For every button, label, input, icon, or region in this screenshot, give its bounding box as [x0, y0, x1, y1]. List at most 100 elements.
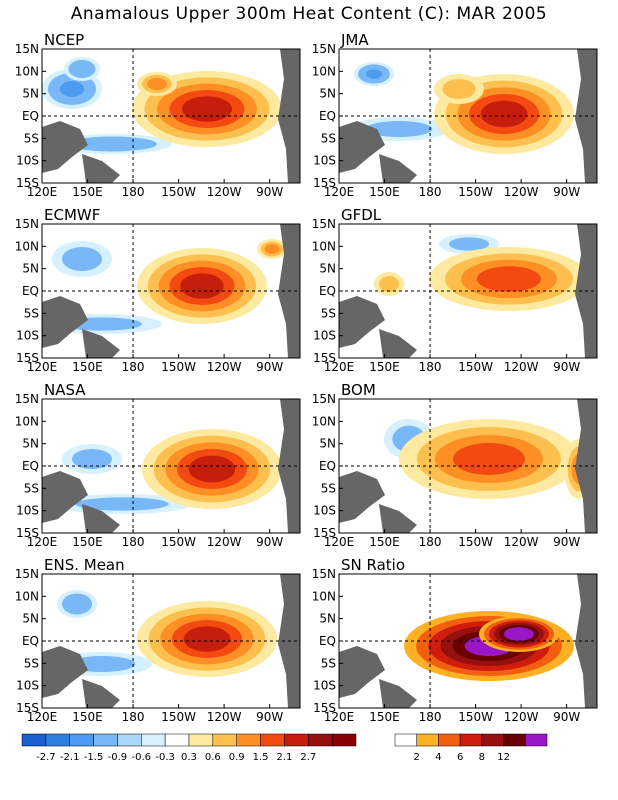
land-new-guinea: [379, 504, 417, 533]
y-tick-label: 15S: [16, 701, 39, 715]
x-tick-label: 150W: [458, 710, 493, 724]
colorbar-swatch: [331, 733, 357, 747]
x-tick-label: 120E: [27, 185, 58, 199]
sn-colorbar: 2 4 6 8 12: [394, 733, 548, 763]
x-tick-label: 90W: [553, 360, 580, 374]
x-tick-label: 120W: [207, 710, 242, 724]
y-tick-label: 5N: [22, 87, 39, 101]
x-tick-label: 90W: [256, 535, 283, 549]
panel-field: [339, 574, 597, 708]
x-tick-label: 180: [419, 535, 442, 549]
x-tick-label: 180: [122, 185, 145, 199]
x-tick-label: 90W: [553, 710, 580, 724]
panel-title: NASA: [44, 381, 86, 399]
x-tick-label: 150W: [458, 535, 493, 549]
y-tick-label: 10N: [15, 64, 39, 78]
panel-field: [42, 399, 300, 533]
page-title: Anamalous Upper 300m Heat Content (C): M…: [70, 4, 548, 24]
y-tick-label: 10S: [313, 154, 336, 168]
x-tick-label: 120W: [504, 710, 539, 724]
x-tick-label: 120W: [207, 185, 242, 199]
x-tick-label: 180: [419, 710, 442, 724]
anomaly-contour: [366, 69, 382, 79]
land-new-guinea: [82, 679, 120, 708]
y-tick-label: EQ: [319, 109, 336, 123]
y-tick-label: 15N: [312, 392, 336, 406]
x-tick-label: 180: [122, 710, 145, 724]
land-maritime-continent: [42, 646, 88, 698]
y-tick-label: 15S: [313, 701, 336, 715]
colorbar-label: 0.3: [181, 752, 197, 763]
panel-field: [339, 399, 597, 533]
x-tick-label: 120E: [27, 710, 58, 724]
colorbar-swatch: [141, 733, 166, 747]
panel-field: [339, 49, 597, 183]
colorbar-swatch: [260, 733, 285, 747]
panel-field: [42, 574, 300, 708]
panel-field: [42, 224, 300, 358]
colorbar-label: 4: [435, 752, 441, 763]
y-tick-label: 10N: [15, 239, 39, 253]
x-tick-label: 90W: [256, 710, 283, 724]
y-tick-label: EQ: [22, 109, 39, 123]
panel-title: SN Ratio: [341, 556, 405, 574]
colorbar-label: 1.5: [253, 752, 269, 763]
x-tick-label: 120W: [504, 535, 539, 549]
panel-title: BOM: [341, 381, 376, 399]
y-tick-label: 10N: [312, 239, 336, 253]
x-tick-label: 150W: [161, 710, 196, 724]
y-tick-label: 10N: [15, 414, 39, 428]
y-tick-label: 10N: [312, 414, 336, 428]
anomaly-contour: [183, 626, 231, 652]
y-tick-label: 5N: [22, 437, 39, 451]
y-tick-label: 10N: [15, 589, 39, 603]
colorbar-label: -0.9: [108, 752, 128, 763]
colorbar-label: 2.7: [300, 752, 316, 763]
anomaly-contour: [379, 276, 399, 292]
anomaly-contour: [73, 63, 91, 75]
anomaly-colorbar: -2.7 -2.1 -1.5 -0.9 -0.6 -0.3 0.3 0.6 0.9 1.5 2.1 2…: [21, 733, 357, 763]
x-tick-label: 120E: [324, 710, 355, 724]
land-maritime-continent: [339, 121, 385, 173]
anomaly-contour: [480, 100, 528, 128]
anomaly-contour: [82, 139, 142, 149]
y-tick-label: 5S: [321, 131, 336, 145]
y-tick-label: 5S: [321, 656, 336, 670]
y-tick-label: 10S: [16, 329, 39, 343]
y-tick-label: 10S: [313, 504, 336, 518]
x-tick-label: 150E: [72, 185, 103, 199]
y-tick-label: 5N: [319, 437, 336, 451]
y-tick-label: EQ: [22, 634, 39, 648]
x-tick-label: 150W: [161, 535, 196, 549]
x-tick-label: 90W: [256, 185, 283, 199]
y-tick-label: 10S: [16, 504, 39, 518]
colorbar-swatch: [503, 733, 526, 747]
y-tick-label: EQ: [22, 459, 39, 473]
panel-title: ECMWF: [44, 206, 100, 224]
y-tick-label: EQ: [319, 284, 336, 298]
x-tick-label: 120W: [207, 360, 242, 374]
x-tick-label: 150E: [369, 535, 400, 549]
land-new-guinea: [82, 329, 120, 358]
land-new-guinea: [379, 329, 417, 358]
y-tick-label: 10N: [312, 64, 336, 78]
land-maritime-continent: [339, 646, 385, 698]
colorbar-swatch: [164, 733, 190, 747]
y-tick-label: 5S: [24, 131, 39, 145]
y-tick-label: 15N: [15, 567, 39, 581]
y-tick-label: EQ: [319, 634, 336, 648]
x-tick-label: 180: [419, 360, 442, 374]
anomaly-contour: [147, 78, 167, 90]
y-tick-label: EQ: [22, 284, 39, 298]
x-tick-label: 90W: [553, 535, 580, 549]
colorbar-swatch: [21, 733, 47, 747]
y-tick-label: 5N: [22, 262, 39, 276]
y-tick-label: 15S: [16, 351, 39, 365]
colorbar-label: -2.1: [60, 752, 80, 763]
land-new-guinea: [379, 679, 417, 708]
x-tick-label: 150W: [161, 360, 196, 374]
colorbar-swatch: [69, 733, 94, 747]
